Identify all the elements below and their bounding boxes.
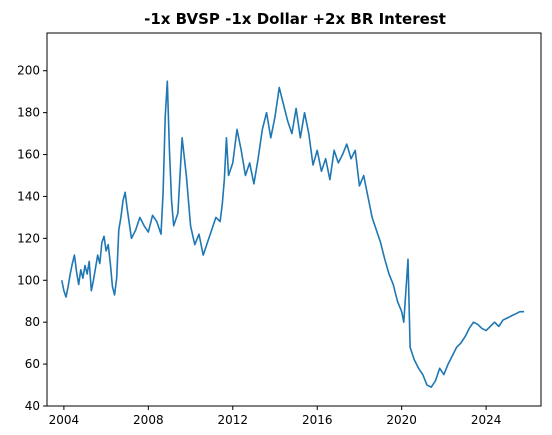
x-tick-label: 2004 [49, 413, 80, 427]
axes-frame [46, 32, 542, 407]
x-axis: 2004 2008 2012 2016 2020 2024 [49, 406, 502, 427]
y-tick-label: 200 [17, 64, 40, 78]
x-tick-label: 2016 [302, 413, 333, 427]
x-tick-label: 2012 [218, 413, 249, 427]
series-line [60, 80, 525, 388]
y-tick-label: 40 [25, 399, 40, 413]
x-tick-label: 2008 [133, 413, 164, 427]
plot-area: 2004 2008 2012 2016 2020 2024 40 60 80 100 120 140… [17, 32, 542, 427]
y-tick-label: 100 [17, 273, 40, 287]
y-tick-label: 60 [25, 357, 40, 371]
y-tick-label: 160 [17, 148, 40, 162]
y-tick-label: 80 [25, 315, 40, 329]
x-tick-label: 2020 [386, 413, 417, 427]
x-tick-label: 2024 [471, 413, 502, 427]
chart-title: -1x BVSP -1x Dollar +2x BR Interest [144, 10, 446, 28]
y-tick-label: 120 [17, 231, 40, 245]
y-tick-label: 140 [17, 189, 40, 203]
y-tick-label: 180 [17, 106, 40, 120]
y-axis: 40 60 80 100 120 140 160 180 200 [17, 64, 47, 413]
series-group [60, 80, 525, 388]
